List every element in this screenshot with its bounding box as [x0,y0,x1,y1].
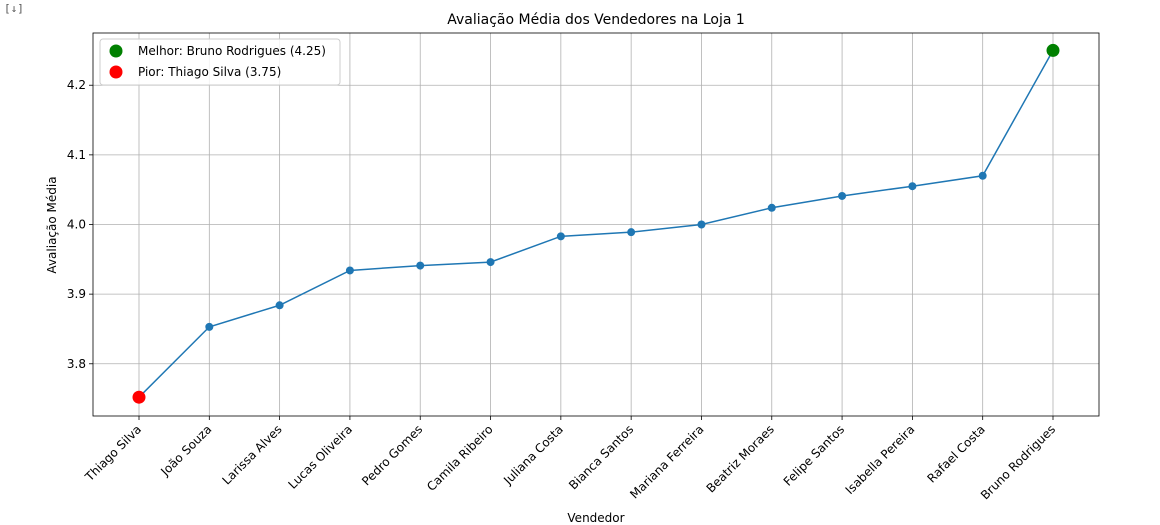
plot-frame [92,32,1100,417]
x-tick-label: Bianca Santos [566,422,636,492]
data-point [556,232,565,241]
highlight-point [132,390,146,404]
data-point [416,261,425,270]
x-tick-label: Felipe Santos [781,422,847,488]
x-tick-label: Lucas Oliveira [286,422,356,492]
x-tick-label: Bruno Rodrigues [978,422,1058,502]
x-tick-label: Mariana Ferreira [627,422,706,501]
data-point [697,220,706,229]
x-axis-title: Vendedor [567,511,624,525]
data-point [767,203,776,212]
x-tick-label: Beatriz Moraes [704,422,777,495]
legend-box [99,38,341,86]
highlight-markers [132,43,1060,404]
y-tick-label: 3.9 [67,287,86,301]
x-tick-label: Thiago Silva [82,422,144,484]
y-tick-label: 4.0 [67,218,86,232]
x-tick-label: Pedro Gomes [359,422,425,488]
data-point [486,258,495,267]
data-point [345,266,354,275]
x-tick-label: Isabella Pereira [843,422,918,497]
x-tick-label: Camila Ribeiro [424,422,496,494]
legend: Melhor: Bruno Rodrigues (4.25) Pior: Thia… [99,38,341,86]
series-line [138,50,1054,398]
x-tick-label: Larissa Alves [219,422,284,487]
legend-marker [109,44,123,58]
x-tick-label: Rafael Costa [924,422,987,485]
data-point [838,191,847,200]
chart-title: Avaliação Média dos Vendedores na Loja 1 [447,12,745,28]
legend-label: Pior: Thiago Silva (3.75) [138,65,281,79]
data-point [205,322,214,331]
x-tick-label: Juliana Costa [500,422,566,488]
y-axis-title: Avaliação Média [45,176,59,273]
y-tick-label: 4.1 [67,148,86,162]
data-point [627,228,636,237]
legend-marker [109,65,123,79]
y-axis-ticks: 3.8 3.9 4.0 4.1 4.2 [67,78,93,371]
y-tick-label: 4.2 [67,78,86,92]
data-point [978,171,987,180]
legend-label: Melhor: Bruno Rodrigues (4.25) [138,44,326,58]
highlight-point [1046,43,1060,57]
data-point [908,182,917,191]
y-tick-label: 3.8 [67,357,86,371]
expand-output-icon[interactable]: [↓] [4,2,24,15]
data-point [275,301,284,310]
x-axis-ticks: Thiago Silva João Souza Larissa Alves Lucas… [82,416,1058,502]
x-tick-label: João Souza [157,422,214,479]
